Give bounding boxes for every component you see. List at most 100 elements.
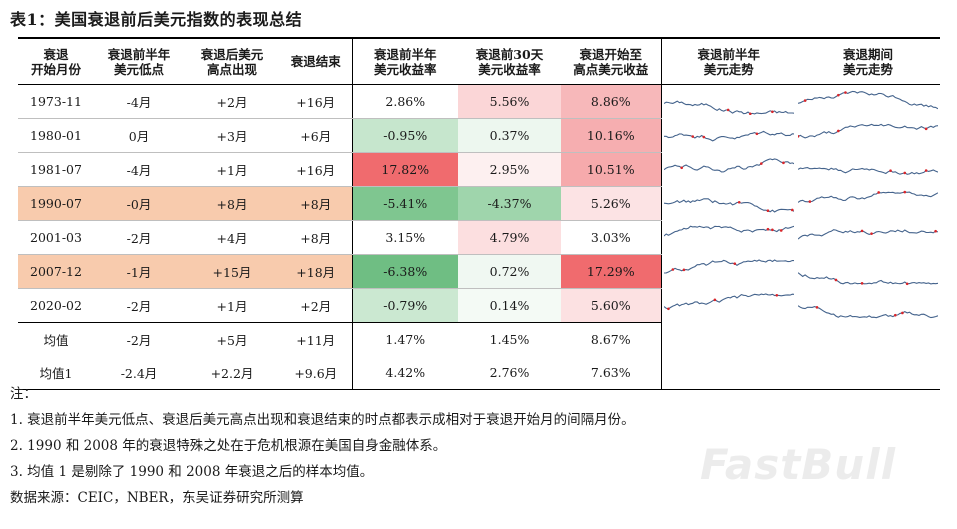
sparkline-marker [844, 91, 847, 94]
sparkline-path [798, 166, 938, 175]
cell-recession-end: +8月 [280, 220, 353, 255]
note-1: 1. 衰退前半年美元低点、衰退后美元高点出现和衰退结束的时点都表示成相对于衰退开… [10, 412, 635, 428]
sparkline [798, 90, 938, 110]
sparkline [663, 100, 794, 115]
cell-return-6m: -0.79% [352, 288, 458, 323]
header-return-peak: 衰退开始至 高点美元收益 [561, 37, 662, 85]
cell-return-6m: 2.86% [352, 84, 458, 119]
sparkline-path [663, 258, 794, 274]
sparkline-marker [837, 129, 840, 132]
cell-return-30d: 0.37% [458, 118, 561, 153]
header-dollar-low: 衰退前半年 美元低点 [94, 37, 184, 85]
sparkline-path [663, 292, 794, 309]
data-source: 数据来源：CEIC，NBER，东吴证券研究所测算 [10, 490, 304, 506]
empty-cell [796, 356, 940, 390]
header-recession-end: 衰退结束 [280, 37, 353, 85]
sparkline-marker [766, 227, 769, 230]
sparkline-marker [770, 110, 774, 113]
cell-dollar-high: +1月 [184, 152, 280, 187]
cell-trend-pre [661, 85, 796, 119]
cell-return-peak: 17.29% [561, 254, 662, 289]
sparkline-marker [808, 199, 812, 203]
sparkline-marker [775, 293, 778, 297]
sparkline-marker [860, 229, 864, 232]
sparkline-marker [815, 305, 819, 309]
cell-dollar-low: -1月 [94, 254, 184, 289]
cell-avg-end: +9.6月 [280, 356, 353, 390]
sparkline-marker [903, 171, 907, 174]
cell-avg-return-peak: 8.67% [561, 322, 662, 356]
empty-cell [796, 323, 940, 357]
sparkline-marker [889, 168, 892, 172]
cell-avg-high: +5月 [216, 333, 248, 348]
note-2: 2. 1990 和 2008 年的衰退特殊之处在于危机根源在美国自身金融体系。 [10, 438, 447, 454]
sparkline-marker [690, 134, 694, 138]
cell-return-peak: 10.51% [561, 152, 662, 187]
sparkline-path [798, 191, 938, 203]
cell-trend-pre [661, 221, 796, 255]
note-heading: 注： [10, 386, 37, 402]
sparkline-marker [726, 108, 729, 111]
cell-return-peak: 10.16% [561, 118, 662, 153]
cell-return-30d: 5.56% [458, 84, 561, 119]
sparkline-marker [924, 168, 928, 172]
sparkline-marker [934, 229, 937, 232]
sparkline [663, 197, 794, 213]
sparkline [798, 166, 938, 175]
cell-dollar-low: -0月 [94, 186, 184, 221]
cell-return-6m: -6.38% [352, 254, 458, 289]
cell-return-30d: 0.14% [458, 288, 561, 323]
cell-trend-pre [661, 187, 796, 221]
sparkline-marker [901, 311, 904, 314]
sparkline-path [798, 228, 938, 240]
cell-recession-end: +6月 [280, 118, 353, 153]
notes-block: 注： 1. 衰退前半年美元低点、衰退后美元高点出现和衰退结束的时点都表示成相对于… [10, 381, 635, 511]
sparkline-path [798, 271, 938, 284]
cell-avg-return-30d: 2.76% [458, 356, 561, 390]
cell-recession-end: +2月 [280, 288, 353, 323]
cell-return-peak: 5.26% [561, 186, 662, 221]
cell-trend-pre [661, 289, 796, 323]
sparkline-marker [905, 282, 909, 285]
cell-dollar-high: +15月 [184, 254, 280, 289]
sparkline-marker [713, 298, 716, 301]
sparkline-marker [759, 161, 763, 165]
sparkline-marker [893, 313, 897, 317]
empty-cell [661, 323, 796, 357]
sparkline [663, 225, 794, 236]
sparkline-marker [679, 165, 683, 169]
header-trend-pre: 衰退前半年 美元走势 [661, 37, 796, 85]
table-row: 1981-07 -4月 +1月 +16月 17.82% 2.95% 10.51% [18, 152, 940, 187]
cell-dollar-low: -4月 [94, 152, 184, 187]
cell-avg-return-6m: 4.42% [352, 356, 458, 390]
sparkline-marker [671, 267, 674, 271]
sparkline [798, 271, 938, 285]
sparkline-marker [790, 208, 794, 211]
table-row: 1980-01 0月 +3月 +6月 -0.95% 0.37% 10.16% [18, 118, 940, 153]
cell-trend-during [796, 119, 940, 153]
sparkline-marker [798, 134, 800, 138]
sparkline-marker [766, 208, 769, 212]
sparkline-path [798, 90, 938, 110]
note-3: 3. 均值 1 是剔除了 1990 和 2008 年衰退之后的样本均值。 [10, 464, 374, 480]
sparkline-marker [732, 261, 736, 265]
cell-trend-pre [661, 119, 796, 153]
cell-start-month: 1973-11 [18, 84, 94, 119]
cell-start-month: 1980-01 [18, 118, 94, 153]
sparkline-marker [837, 93, 840, 97]
sparkline [798, 190, 938, 203]
table-title: 表1：美国衰退前后美元指数的表现总结 [10, 10, 303, 29]
sparkline-path [663, 225, 794, 236]
cell-trend-pre [661, 153, 796, 187]
cell-recession-end: +18月 [280, 254, 353, 289]
sparkline-marker [860, 281, 864, 285]
table-row: 2007-12 -1月 +15月 +18月 -6.38% 0.72% 17.29% [18, 254, 940, 289]
sparkline [798, 123, 938, 138]
table-row: 1973-11 -4月 +2月 +16月 2.86% 5.56% 8.86% [18, 84, 940, 119]
sparkline-marker [737, 200, 741, 204]
sparkline [663, 130, 794, 142]
table-row: 2020-02 -2月 +1月 +2月 -0.79% 0.14% 5.60% [18, 288, 940, 323]
cell-dollar-low: -2月 [94, 220, 184, 255]
sparkline-marker [770, 228, 774, 231]
cell-avg-return-6m: 1.47% [385, 332, 426, 347]
